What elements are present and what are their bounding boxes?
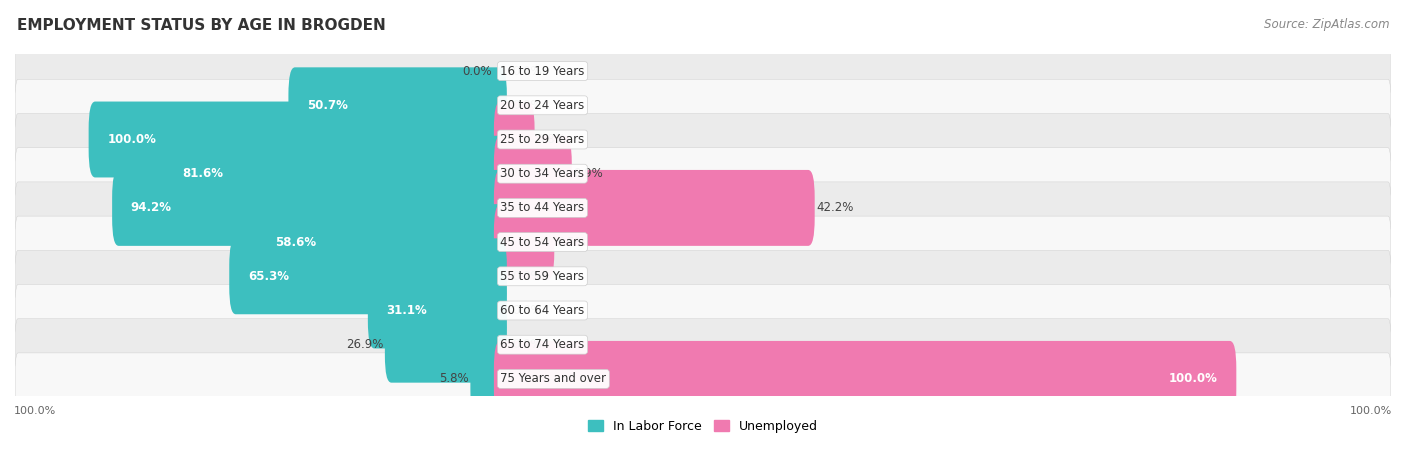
Text: 45 to 54 Years: 45 to 54 Years (501, 236, 585, 248)
Text: 8.9%: 8.9% (574, 167, 603, 180)
Text: 0.0%: 0.0% (513, 338, 543, 351)
Text: 50.7%: 50.7% (307, 99, 347, 112)
Text: 31.1%: 31.1% (387, 304, 427, 317)
Text: 0.0%: 0.0% (463, 65, 492, 77)
FancyBboxPatch shape (112, 170, 506, 246)
FancyBboxPatch shape (288, 68, 506, 143)
Text: 55 to 59 Years: 55 to 59 Years (501, 270, 585, 283)
FancyBboxPatch shape (494, 102, 534, 177)
Text: 0.0%: 0.0% (513, 99, 543, 112)
FancyBboxPatch shape (15, 113, 1391, 166)
Text: 5.8%: 5.8% (439, 373, 468, 385)
FancyBboxPatch shape (15, 284, 1391, 337)
FancyBboxPatch shape (471, 341, 506, 417)
Text: 0.0%: 0.0% (513, 65, 543, 77)
FancyBboxPatch shape (163, 136, 506, 212)
FancyBboxPatch shape (494, 136, 572, 212)
FancyBboxPatch shape (368, 273, 506, 348)
Text: 65 to 74 Years: 65 to 74 Years (501, 338, 585, 351)
FancyBboxPatch shape (15, 45, 1391, 97)
Text: 81.6%: 81.6% (181, 167, 222, 180)
Legend: In Labor Force, Unemployed: In Labor Force, Unemployed (583, 414, 823, 438)
Text: 30 to 34 Years: 30 to 34 Years (501, 167, 585, 180)
FancyBboxPatch shape (15, 319, 1391, 371)
Text: 3.8%: 3.8% (536, 133, 565, 146)
Text: 94.2%: 94.2% (131, 202, 172, 214)
Text: 26.9%: 26.9% (346, 338, 384, 351)
FancyBboxPatch shape (256, 204, 506, 280)
Text: 0.0%: 0.0% (513, 304, 543, 317)
Text: 35 to 44 Years: 35 to 44 Years (501, 202, 585, 214)
Text: 6.5%: 6.5% (555, 236, 586, 248)
FancyBboxPatch shape (15, 182, 1391, 234)
Text: 100.0%: 100.0% (1168, 373, 1218, 385)
Text: 100.0%: 100.0% (1350, 406, 1392, 416)
FancyBboxPatch shape (494, 341, 1236, 417)
FancyBboxPatch shape (385, 307, 506, 382)
FancyBboxPatch shape (15, 216, 1391, 268)
Text: 100.0%: 100.0% (107, 133, 156, 146)
FancyBboxPatch shape (494, 204, 554, 280)
Text: Source: ZipAtlas.com: Source: ZipAtlas.com (1264, 18, 1389, 31)
Text: 0.0%: 0.0% (513, 270, 543, 283)
Text: 58.6%: 58.6% (276, 236, 316, 248)
FancyBboxPatch shape (15, 79, 1391, 131)
Text: 100.0%: 100.0% (14, 406, 56, 416)
Text: 65.3%: 65.3% (247, 270, 288, 283)
Text: 75 Years and over: 75 Years and over (501, 373, 606, 385)
FancyBboxPatch shape (15, 148, 1391, 200)
Text: EMPLOYMENT STATUS BY AGE IN BROGDEN: EMPLOYMENT STATUS BY AGE IN BROGDEN (17, 18, 385, 33)
Text: 20 to 24 Years: 20 to 24 Years (501, 99, 585, 112)
Text: 25 to 29 Years: 25 to 29 Years (501, 133, 585, 146)
FancyBboxPatch shape (89, 102, 506, 177)
FancyBboxPatch shape (229, 238, 506, 314)
FancyBboxPatch shape (15, 353, 1391, 405)
Text: 60 to 64 Years: 60 to 64 Years (501, 304, 585, 317)
FancyBboxPatch shape (15, 250, 1391, 302)
FancyBboxPatch shape (494, 170, 814, 246)
Text: 16 to 19 Years: 16 to 19 Years (501, 65, 585, 77)
Text: 42.2%: 42.2% (817, 202, 853, 214)
